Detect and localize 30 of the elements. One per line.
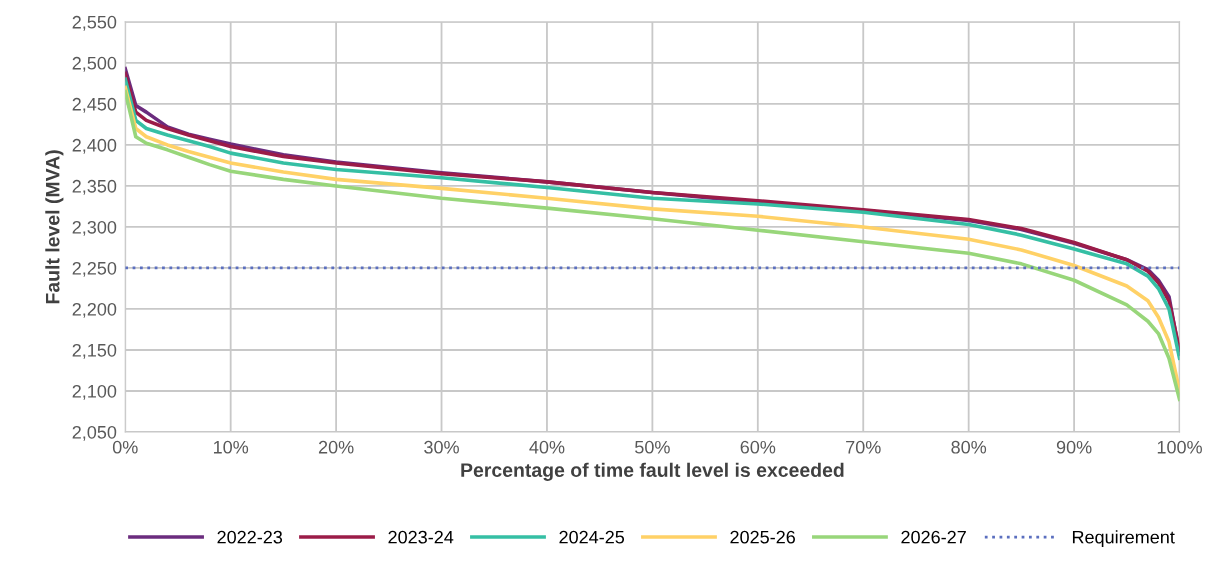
x-tick-label: 40% <box>529 440 565 454</box>
y-tick-label: 2,050 <box>72 425 117 441</box>
x-tick-label: 60% <box>740 440 776 454</box>
legend-label: 2022-23 <box>217 530 283 544</box>
y-tick-label: 2,500 <box>72 56 117 72</box>
x-tick-label: 80% <box>951 440 987 454</box>
y-tick-label: 2,350 <box>72 179 117 195</box>
y-axis-title: Fault level (MVA) <box>45 150 64 304</box>
y-tick-label: 2,200 <box>72 302 117 318</box>
legend-label: 2026-27 <box>901 530 966 544</box>
x-tick-label: 50% <box>635 440 670 454</box>
y-tick-label: 2,450 <box>72 97 117 113</box>
legend-label: 2025-26 <box>730 530 795 544</box>
x-tick-label: 70% <box>846 440 881 454</box>
x-tick-label: 100% <box>1157 440 1202 454</box>
x-tick-label: 90% <box>1056 440 1092 454</box>
x-tick-label: 0% <box>112 440 138 454</box>
x-tick-label: 20% <box>318 440 354 454</box>
x-axis-title: Percentage of time fault level is exceeded <box>461 462 844 481</box>
y-tick-label: 2,250 <box>72 261 117 277</box>
y-tick-label: 2,300 <box>72 220 117 236</box>
x-tick-label: 10% <box>213 440 249 454</box>
x-tick-label: 30% <box>424 440 459 454</box>
y-tick-label: 2,100 <box>72 384 117 400</box>
y-tick-label: 2,400 <box>72 138 117 154</box>
y-tick-label: 2,150 <box>72 343 117 359</box>
y-tick-label: 2,550 <box>72 15 117 31</box>
legend-label: 2024-25 <box>559 530 625 544</box>
legend-label: 2023-24 <box>388 530 454 544</box>
legend-label: Requirement <box>1072 530 1175 548</box>
